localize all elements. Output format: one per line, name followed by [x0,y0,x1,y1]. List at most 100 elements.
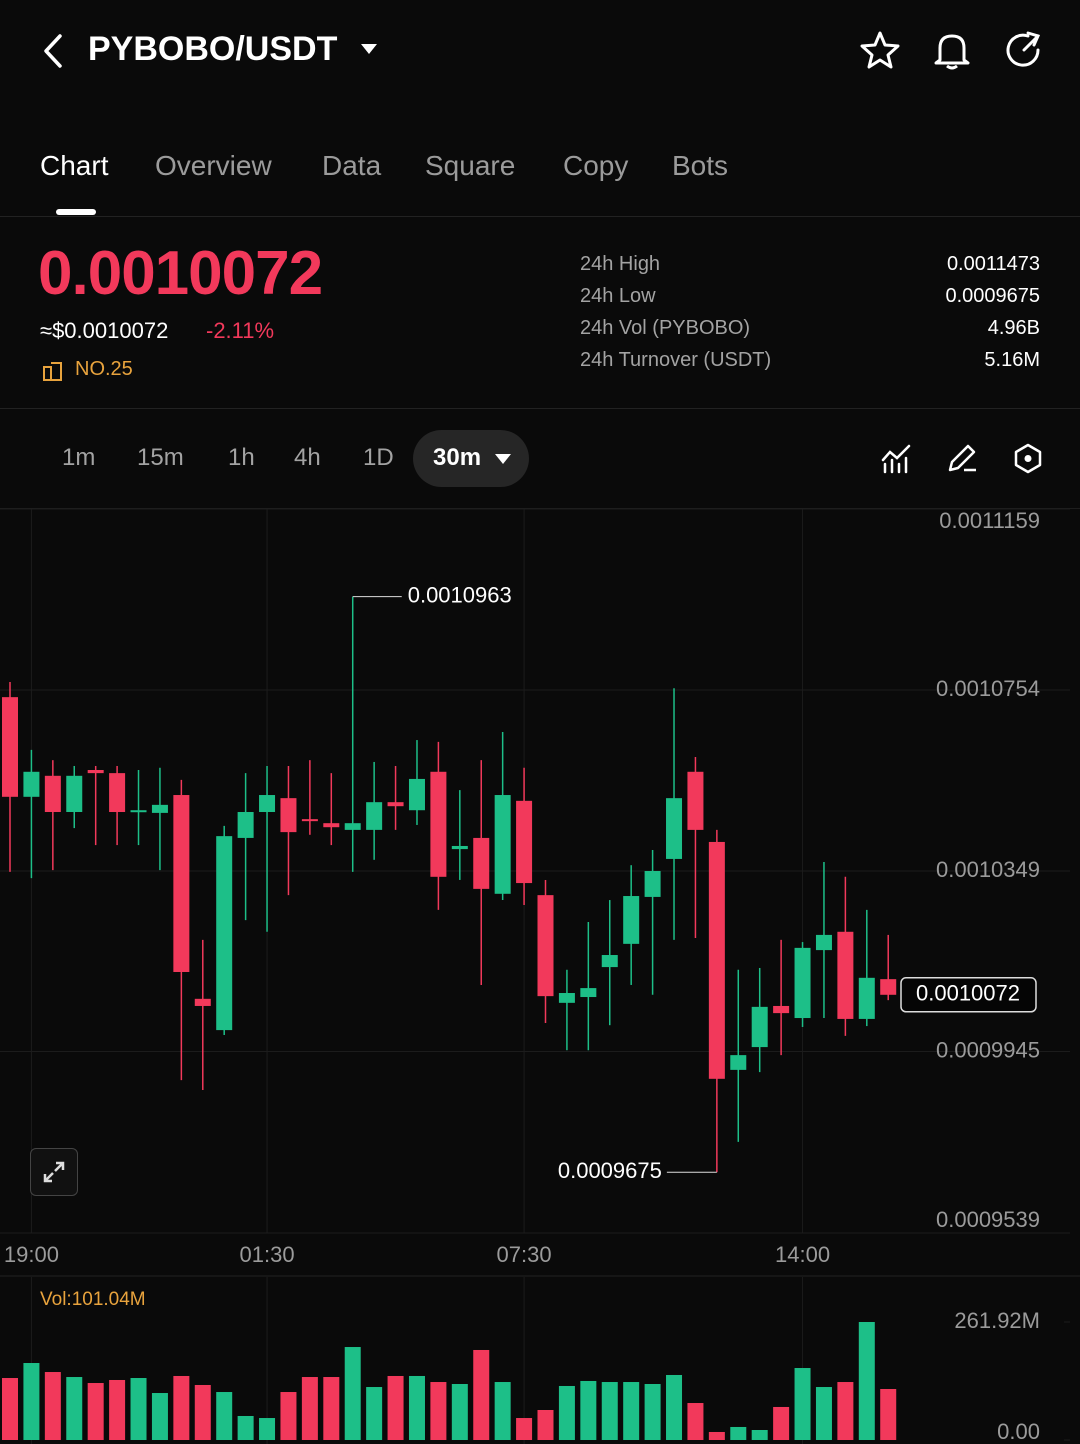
y-tick-label: 0.0009539 [936,1207,1040,1232]
stat-label: 24h Low [580,285,656,307]
tab[interactable]: Overview [155,150,272,181]
alert-icon[interactable] [932,30,972,70]
candle-body [430,771,447,877]
volume-bar [366,1387,383,1440]
candle-body [537,895,554,997]
candle-body [109,773,126,813]
interval-button[interactable]: 1h [228,444,255,471]
tab[interactable]: Bots [672,150,729,181]
interval-button[interactable]: 30m [433,444,482,471]
candle-body [2,697,18,797]
stat-value: 0.0009675 [945,285,1040,307]
interval-button[interactable]: 4h [294,444,321,471]
draw-icon[interactable] [946,442,978,474]
stat-value: 4.96B [987,317,1040,339]
candle-body [473,837,490,889]
x-tick-label: 14:00 [775,1242,830,1267]
high-label: 0.0010963 [408,582,512,607]
candle-body [366,802,383,830]
candle-body [130,810,147,813]
candle-body [623,896,640,944]
volume-bar [387,1375,404,1440]
volume-bar [794,1368,811,1440]
pair-dropdown[interactable] [360,42,378,56]
volume-title: Vol:101.04M [40,1289,146,1310]
candle-body [259,795,276,813]
volume-bar [280,1392,297,1440]
usd-price: ≈$0.0010072 [40,318,169,343]
volume-bar [130,1378,147,1440]
candle-body [194,998,211,1006]
interval-dropdown[interactable] [494,452,512,466]
volume-bar [580,1380,597,1440]
volume-bar [623,1382,640,1440]
interval-button[interactable]: 1m [62,444,96,471]
pair-title[interactable]: PYBOBO/USDT [88,30,338,68]
candle-body [773,1005,790,1014]
candle-body [880,979,897,995]
tab-indicator [56,209,96,215]
volume-bar [194,1384,211,1440]
volume-bar [773,1406,790,1440]
tab[interactable]: Square [425,150,516,181]
y-tick-label: 0.0011159 [939,508,1040,533]
volume-bar [516,1418,533,1440]
share-icon[interactable] [1004,30,1044,70]
interval-button[interactable]: 15m [137,444,184,471]
back-button[interactable] [38,32,68,70]
volume-bar [151,1393,168,1440]
fullscreen-button[interactable] [30,1148,78,1196]
candle-body [237,812,254,838]
volume-bar [880,1389,897,1440]
y-tick-label: 0.00 [997,1419,1040,1444]
rank-icon [43,362,62,381]
settings-icon[interactable] [1012,442,1044,474]
candle-body [580,988,597,998]
y-tick-label: 261.92M [954,1308,1040,1333]
stat-label: 24h Vol (PYBOBO) [580,317,751,339]
candle-body [44,775,61,813]
volume-bar [473,1349,490,1440]
volume-bar [344,1347,361,1440]
interval-selected[interactable] [413,430,529,487]
stat-value: 0.0011473 [946,253,1040,275]
price-change: -2.11% [206,318,275,343]
fullscreen-icon[interactable] [42,1160,66,1184]
candle-body [87,769,104,774]
y-tick-label: 0.0010349 [936,857,1040,882]
candle-body [323,823,340,828]
volume-bar [601,1382,618,1440]
candle-body [301,819,318,822]
candle-body [644,871,661,897]
volume-bar [537,1409,554,1440]
volume-bar [259,1418,276,1440]
candle-body [216,836,233,1031]
tab[interactable]: Chart [40,150,109,181]
volume-bar [451,1384,468,1440]
x-tick-label: 07:30 [497,1242,552,1267]
volume-bar [730,1426,747,1440]
divider [0,408,1080,409]
volume-bar [237,1415,254,1440]
x-tick-label: 01:30 [240,1242,295,1267]
volume-bar [858,1322,875,1440]
interval-button[interactable]: 1D [363,444,394,471]
indicator-icon[interactable] [880,442,912,474]
tab[interactable]: Copy [563,150,629,181]
candle-body [858,977,875,1019]
volume-bar [109,1379,126,1440]
volume-bar [751,1429,768,1440]
volume-bar [2,1378,18,1440]
volume-bar [494,1382,511,1440]
candle-body [730,1055,747,1070]
candle-body [815,934,832,951]
divider [0,508,1080,509]
favorite-icon[interactable] [860,30,900,70]
candle-body [751,1006,768,1048]
candle-body [151,804,168,813]
tab[interactable]: Data [322,150,382,181]
candle-body [558,993,575,1003]
candle-body [173,795,190,973]
candle-body [601,955,618,968]
